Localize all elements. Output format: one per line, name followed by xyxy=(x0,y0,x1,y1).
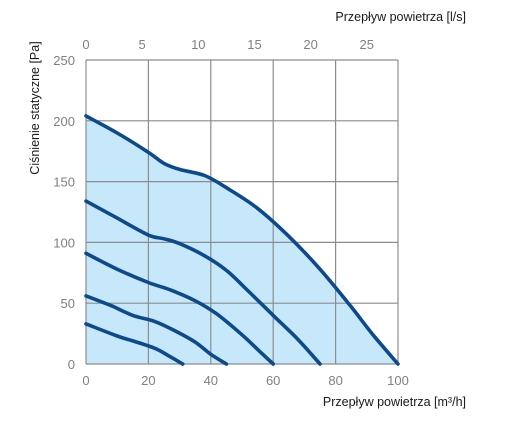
operating-area-fill xyxy=(86,115,398,365)
x-tick-label: 20 xyxy=(141,373,155,388)
x-tick-label: 0 xyxy=(82,373,89,388)
y-tick-label: 200 xyxy=(53,114,75,129)
series-lines xyxy=(84,114,400,366)
x-tick-label: 100 xyxy=(387,373,409,388)
x2-tick-label: 15 xyxy=(247,37,261,52)
x2-tick-label: 20 xyxy=(303,37,317,52)
x-tick-label: 40 xyxy=(204,373,218,388)
x2-tick-label: 0 xyxy=(82,37,89,52)
x2-tick-label: 5 xyxy=(139,37,146,52)
series-line-3 xyxy=(84,251,275,366)
series-line-1 xyxy=(84,114,400,366)
y-tick-label: 250 xyxy=(53,53,75,68)
x2-tick-label: 10 xyxy=(191,37,205,52)
series-line-4 xyxy=(84,294,229,366)
x-tick-label: 60 xyxy=(266,373,280,388)
fill-area xyxy=(86,115,398,365)
y-axis-label: Ciśnienie statyczne [Pa] xyxy=(28,41,42,174)
x2-tick-label: 25 xyxy=(360,37,374,52)
y-tick-label: 50 xyxy=(61,296,75,311)
series-line-5 xyxy=(84,322,185,366)
grid xyxy=(85,59,399,365)
x2-axis-label: Przepływ powietrza [l/s] xyxy=(335,10,466,24)
x-axis-label: Przepływ powietrza [m³/h] xyxy=(323,395,466,409)
y-tick-label: 150 xyxy=(53,175,75,190)
x-tick-label: 80 xyxy=(328,373,342,388)
series-line-2 xyxy=(84,199,322,366)
y-tick-label: 0 xyxy=(68,357,75,372)
y-tick-label: 100 xyxy=(53,235,75,250)
